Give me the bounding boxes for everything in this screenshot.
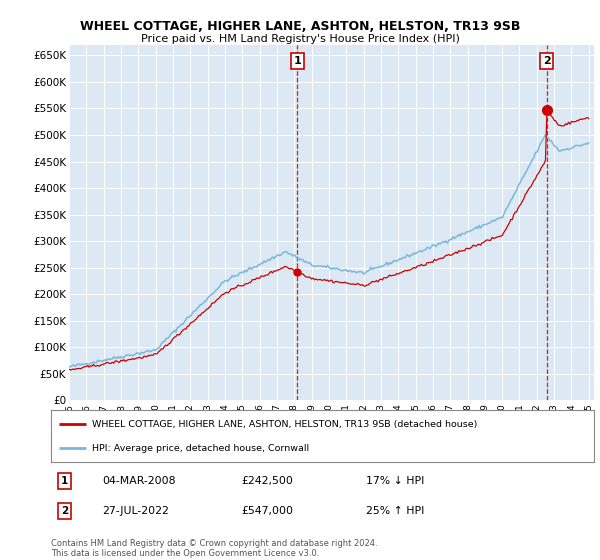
Text: 2: 2 — [543, 56, 551, 66]
Text: 25% ↑ HPI: 25% ↑ HPI — [366, 506, 424, 516]
Text: WHEEL COTTAGE, HIGHER LANE, ASHTON, HELSTON, TR13 9SB: WHEEL COTTAGE, HIGHER LANE, ASHTON, HELS… — [80, 20, 520, 32]
Text: Contains HM Land Registry data © Crown copyright and database right 2024.
This d: Contains HM Land Registry data © Crown c… — [51, 539, 377, 558]
Text: 27-JUL-2022: 27-JUL-2022 — [103, 506, 169, 516]
Text: 1: 1 — [61, 476, 68, 486]
Text: £242,500: £242,500 — [241, 476, 293, 486]
Text: WHEEL COTTAGE, HIGHER LANE, ASHTON, HELSTON, TR13 9SB (detached house): WHEEL COTTAGE, HIGHER LANE, ASHTON, HELS… — [92, 420, 477, 429]
Text: 2: 2 — [61, 506, 68, 516]
Text: 1: 1 — [293, 56, 301, 66]
Text: 17% ↓ HPI: 17% ↓ HPI — [366, 476, 424, 486]
Text: £547,000: £547,000 — [241, 506, 293, 516]
Text: 04-MAR-2008: 04-MAR-2008 — [103, 476, 176, 486]
Text: HPI: Average price, detached house, Cornwall: HPI: Average price, detached house, Corn… — [92, 444, 309, 452]
Text: Price paid vs. HM Land Registry's House Price Index (HPI): Price paid vs. HM Land Registry's House … — [140, 34, 460, 44]
